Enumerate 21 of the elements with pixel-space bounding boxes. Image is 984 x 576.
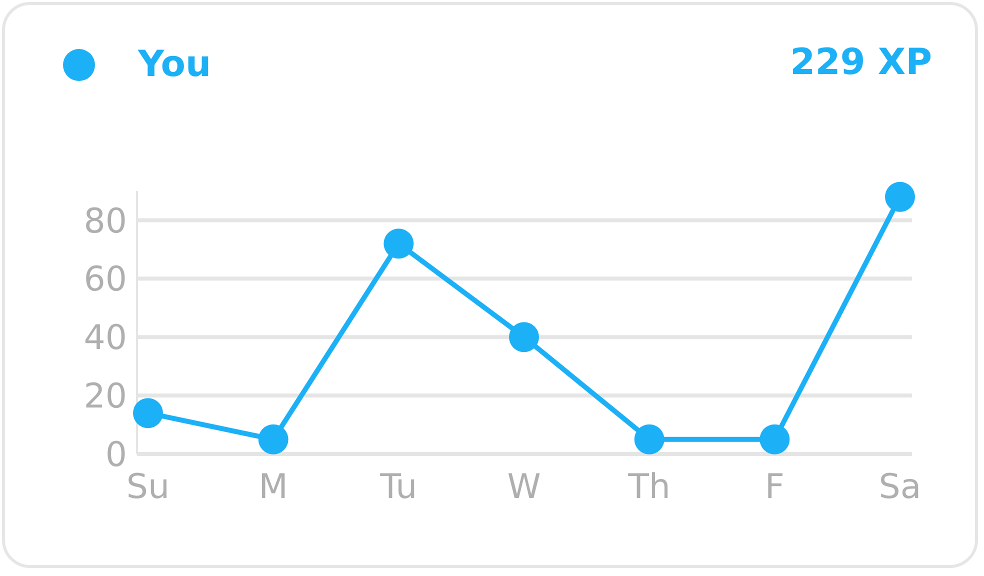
point (885, 182, 915, 212)
point (384, 228, 414, 259)
legend-label: You (138, 44, 212, 85)
y-tick-label: 40 (84, 318, 127, 358)
point (133, 398, 163, 428)
point (258, 424, 288, 454)
y-tick-label: 60 (84, 260, 127, 300)
point (509, 322, 539, 352)
x-tick-label: Tu (379, 467, 418, 508)
x-tick-label: M (258, 467, 288, 508)
x-tick-label: F (764, 467, 784, 508)
y-tick-label: 20 (84, 376, 127, 417)
x-tick-label: Su (126, 467, 170, 508)
point (634, 424, 664, 454)
x-tick-label: Th (627, 467, 670, 508)
x-tick-label: W (507, 467, 541, 508)
y-tick-label: 80 (84, 201, 127, 242)
point (760, 424, 790, 454)
text: 229 XP (790, 42, 932, 83)
x-tick-label: Sa (878, 467, 922, 508)
y-tick-label: 0 (105, 435, 127, 476)
